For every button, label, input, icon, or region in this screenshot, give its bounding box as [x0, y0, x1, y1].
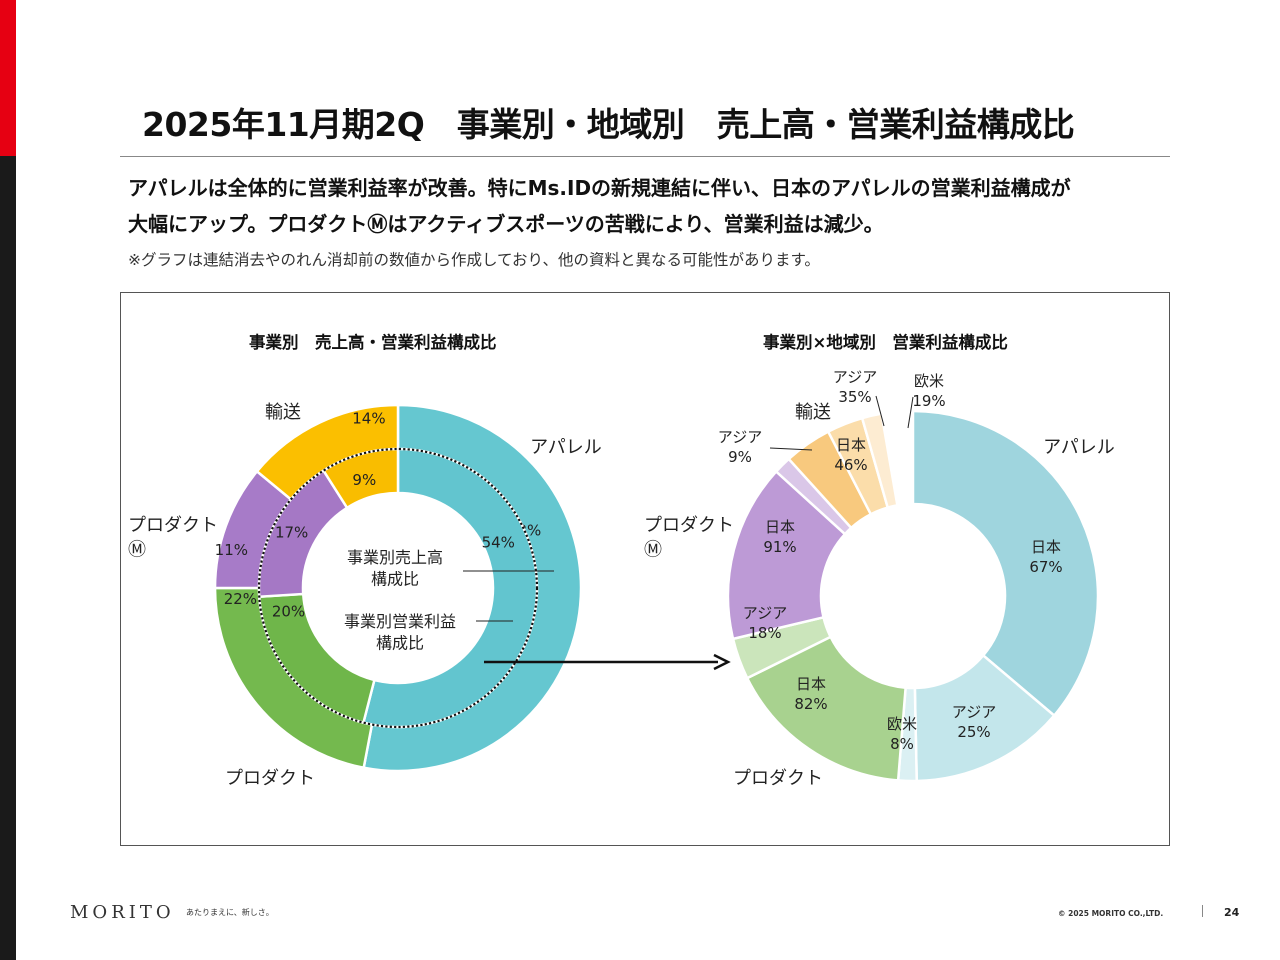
- donut2-seg-7-value: 46%: [834, 456, 867, 474]
- edge-bar-accent: [0, 0, 16, 156]
- footer-tagline: あたりまえに、新しさ。: [186, 908, 274, 917]
- title-divider: [120, 156, 1170, 157]
- chart2-cat-transport: 輸送: [795, 402, 831, 423]
- donut2-seg-4-region: アジア: [743, 604, 787, 622]
- donut2-seg-7-region: 日本: [836, 436, 866, 454]
- chart-1-title: 事業別 売上高・営業利益構成比: [249, 333, 497, 352]
- leader-pm-asia: [769, 447, 813, 451]
- leader-tr-asia: [875, 395, 885, 427]
- chart-frame: [120, 292, 1170, 846]
- donut2-segment-0: [911, 409, 1100, 718]
- donut2-seg-9-value: 19%: [912, 392, 945, 410]
- inner-label-3: 9%: [352, 471, 376, 489]
- arrow-head: [713, 653, 731, 671]
- chart2-cat-apparel: アパレル: [1043, 437, 1115, 458]
- donut2-seg-5-value: 91%: [763, 538, 796, 556]
- footer-separator: [1202, 905, 1203, 917]
- chart2-cat-product: プロダクト: [733, 768, 823, 789]
- leader-tr-eu: [907, 396, 914, 429]
- donut2-seg-1-value: 25%: [957, 723, 990, 741]
- donut2-seg-6-value: 9%: [728, 448, 752, 466]
- chart1-cat-product: プロダクト: [225, 768, 315, 789]
- donut2-segment-3: [745, 635, 907, 782]
- donut2-seg-6-region: アジア: [718, 428, 762, 446]
- outer-label-2: 11%: [215, 541, 248, 559]
- chart-2-title: 事業別×地域別 営業利益構成比: [763, 333, 1008, 352]
- donut2-seg-0-region: 日本: [1031, 538, 1061, 556]
- donut2-seg-9-region: 欧米: [914, 372, 944, 390]
- donut2-seg-3-region: 日本: [796, 675, 826, 693]
- inner-label-0: 54%: [482, 534, 515, 552]
- footnote: ※グラフは連結消去やのれん消却前の数値から作成しており、他の資料と異なる可能性が…: [128, 251, 820, 269]
- outer-label-3: 14%: [352, 409, 385, 427]
- donut2-seg-2-region: 欧米: [887, 715, 917, 733]
- page-title: 2025年11月期2Q 事業別・地域別 売上高・営業利益構成比: [142, 105, 1075, 144]
- donut2-seg-1-region: アジア: [952, 703, 996, 721]
- donut2-seg-2-value: 8%: [890, 735, 914, 753]
- page-number: 24: [1224, 906, 1240, 919]
- donut2-segment-9: [860, 412, 899, 510]
- inner-label-1: 20%: [272, 602, 305, 620]
- donut2-seg-5-region: 日本: [765, 518, 795, 536]
- lead-text: アパレルは全体的に営業利益率が改善。特にMs.IDの新規連結に伴い、日本のアパレ…: [128, 170, 1238, 242]
- ring-divider-dotted: [257, 447, 539, 729]
- footer-logo: MORITO: [70, 902, 175, 923]
- outer-label-1: 22%: [224, 590, 257, 608]
- chart1-cat-apparel: アパレル: [530, 437, 602, 458]
- center-label-inner: 事業別営業利益構成比: [344, 612, 456, 653]
- inner-label-2: 17%: [275, 523, 308, 541]
- donut2-seg-4-value: 18%: [748, 624, 781, 642]
- footer-copyright: © 2025 MORITO CO.,LTD.: [1058, 909, 1164, 918]
- donut2-seg-8-value: 35%: [838, 388, 871, 406]
- donut2-seg-8-region: アジア: [833, 368, 877, 386]
- center-label-outer: 事業別売上高構成比: [347, 548, 443, 589]
- lead-line-1: アパレルは全体的に営業利益率が改善。特にMs.IDの新規連結に伴い、日本のアパレ…: [128, 176, 1071, 200]
- chart2-cat-product-m: プロダクトⓂ: [644, 515, 734, 560]
- donut2-seg-3-value: 82%: [794, 695, 827, 713]
- lead-line-2: 大幅にアップ。プロダクトⓂはアクティブスポーツの苦戦により、営業利益は減少。: [128, 212, 884, 236]
- edge-bar: [0, 0, 16, 960]
- chart1-cat-product-m: プロダクトⓂ: [128, 515, 218, 560]
- chart1-cat-transport: 輸送: [265, 402, 301, 423]
- donut2-seg-0-value: 67%: [1029, 558, 1062, 576]
